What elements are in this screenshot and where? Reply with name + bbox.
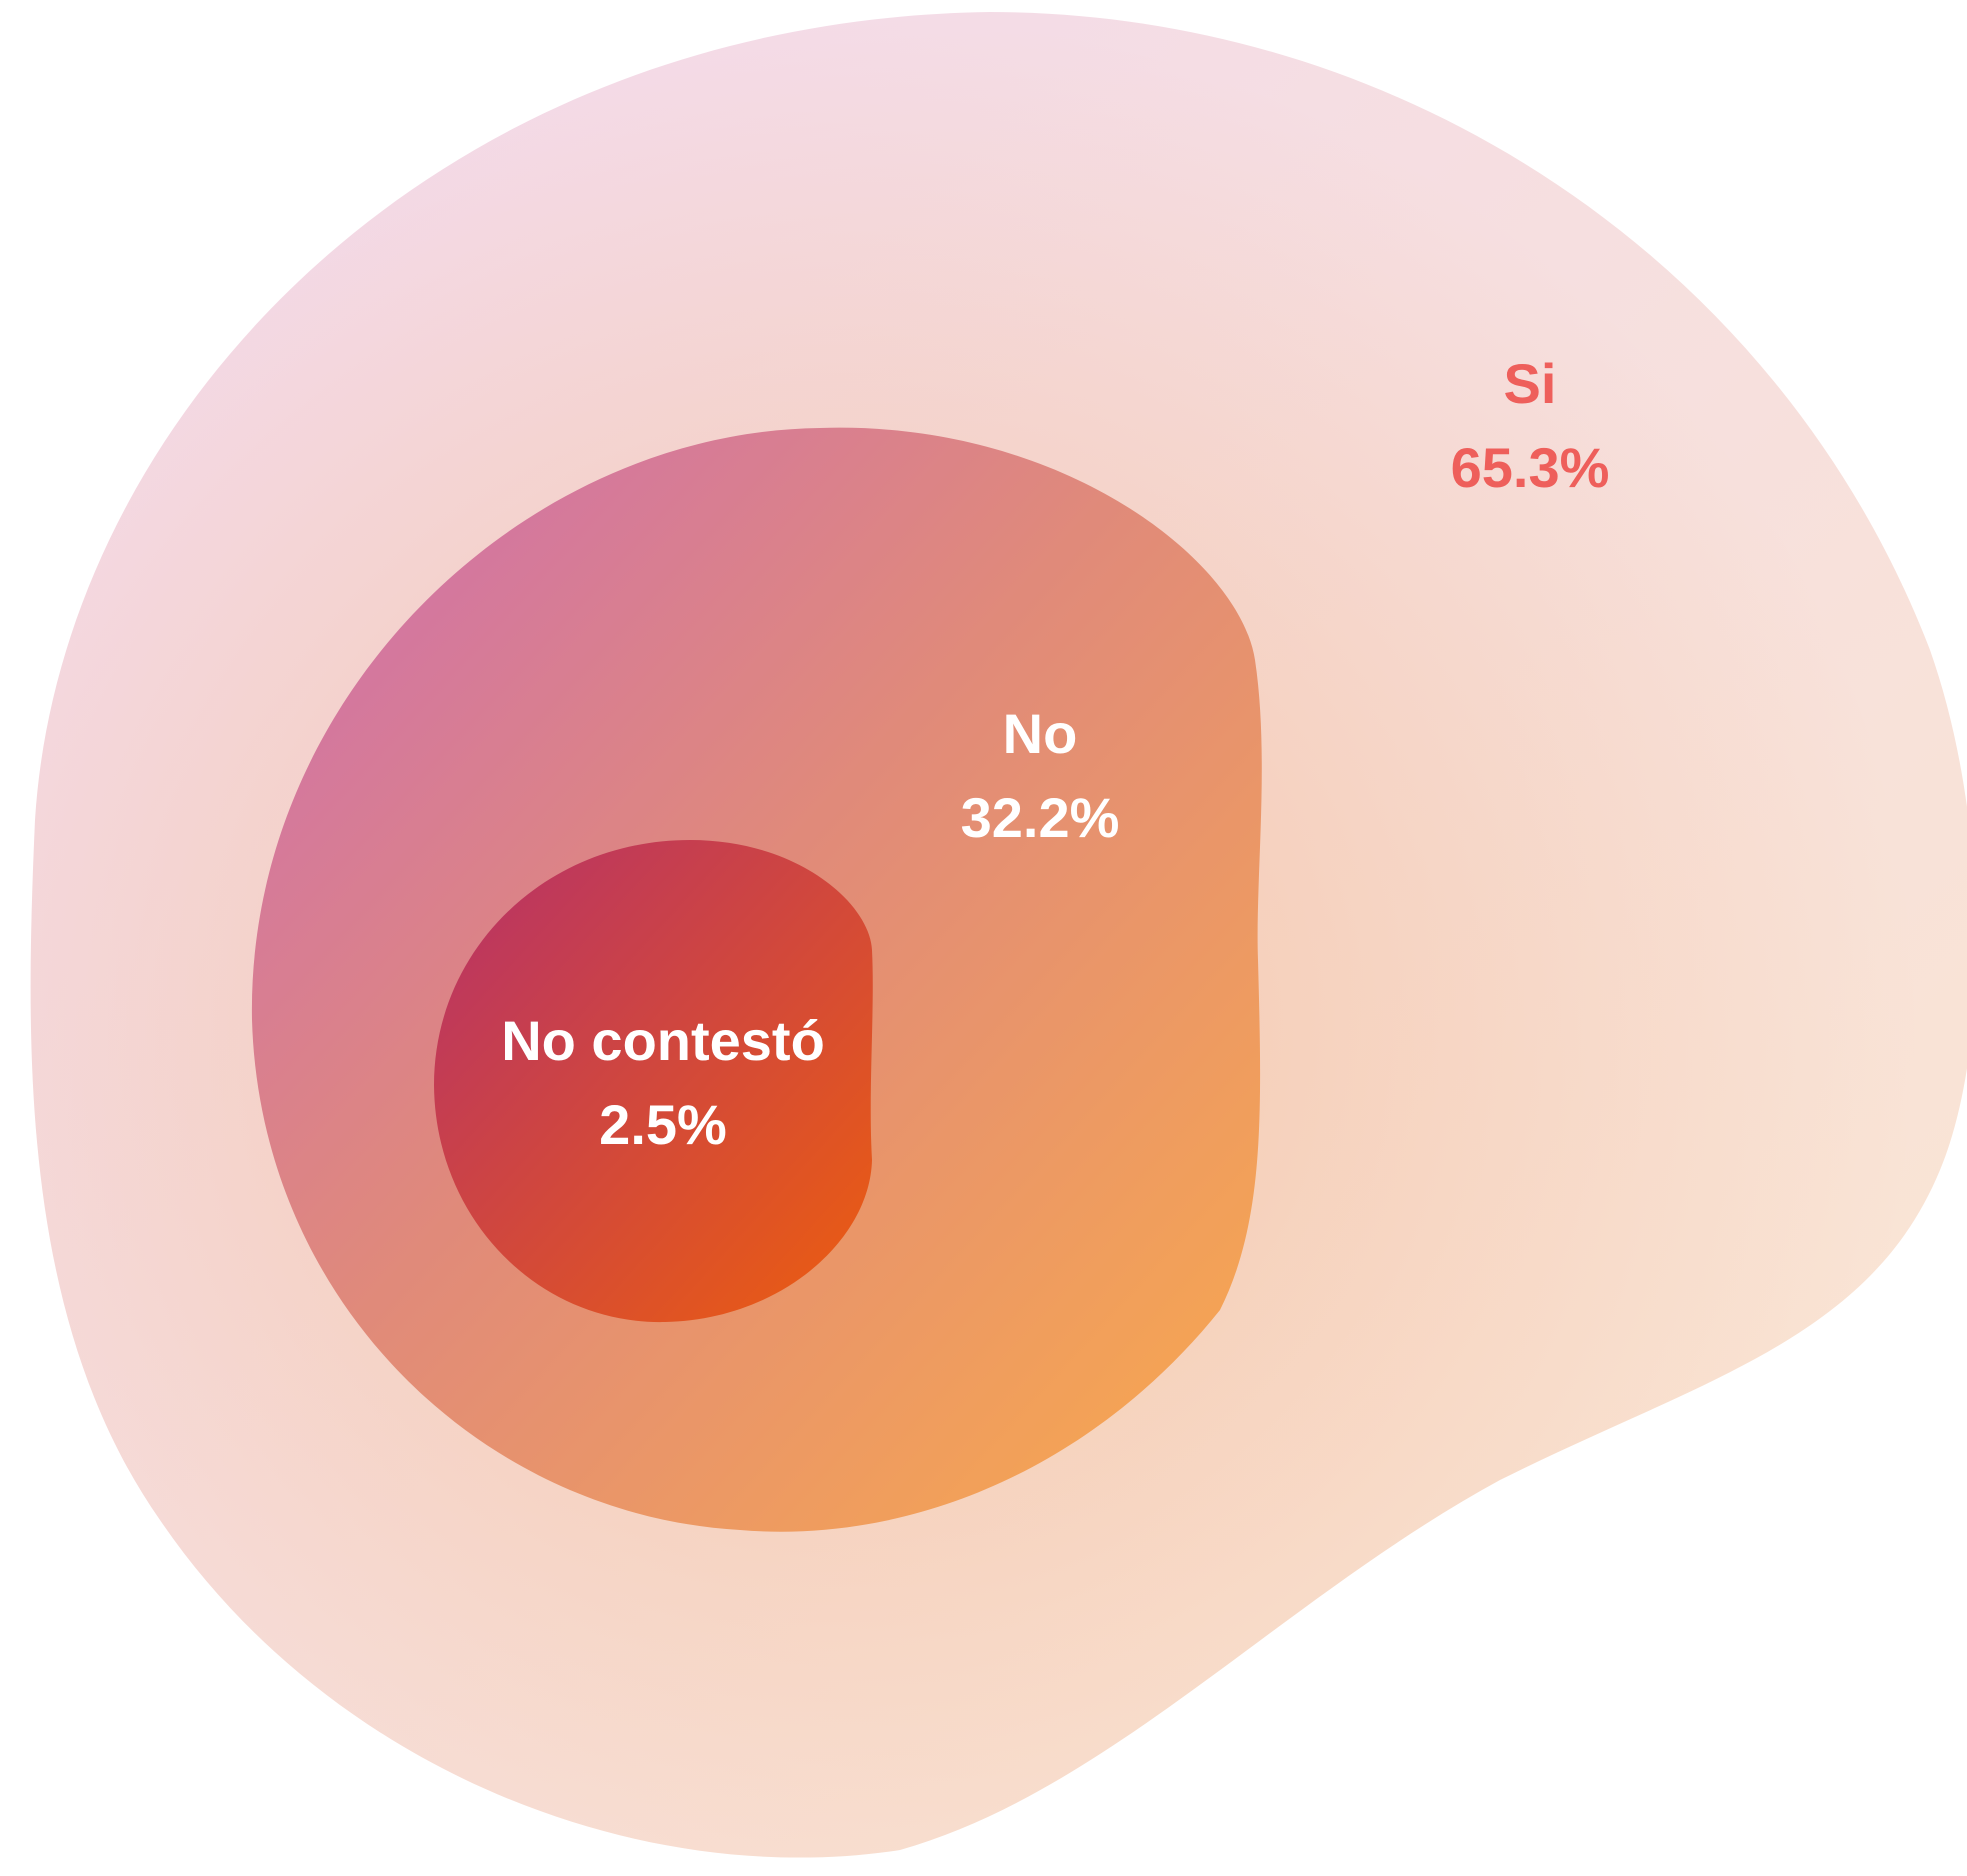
series-no-name-label: No: [1003, 702, 1078, 765]
series-no-contesto-area: [434, 840, 873, 1323]
series-si-name-label: Si: [1504, 352, 1557, 415]
series-no-value-label: 32.2%: [961, 786, 1120, 849]
series-no-contesto-name-label: No contestó: [501, 1009, 825, 1072]
series-no-contesto-value-label: 2.5%: [599, 1093, 727, 1156]
series-si-value-label: 65.3%: [1451, 436, 1610, 499]
